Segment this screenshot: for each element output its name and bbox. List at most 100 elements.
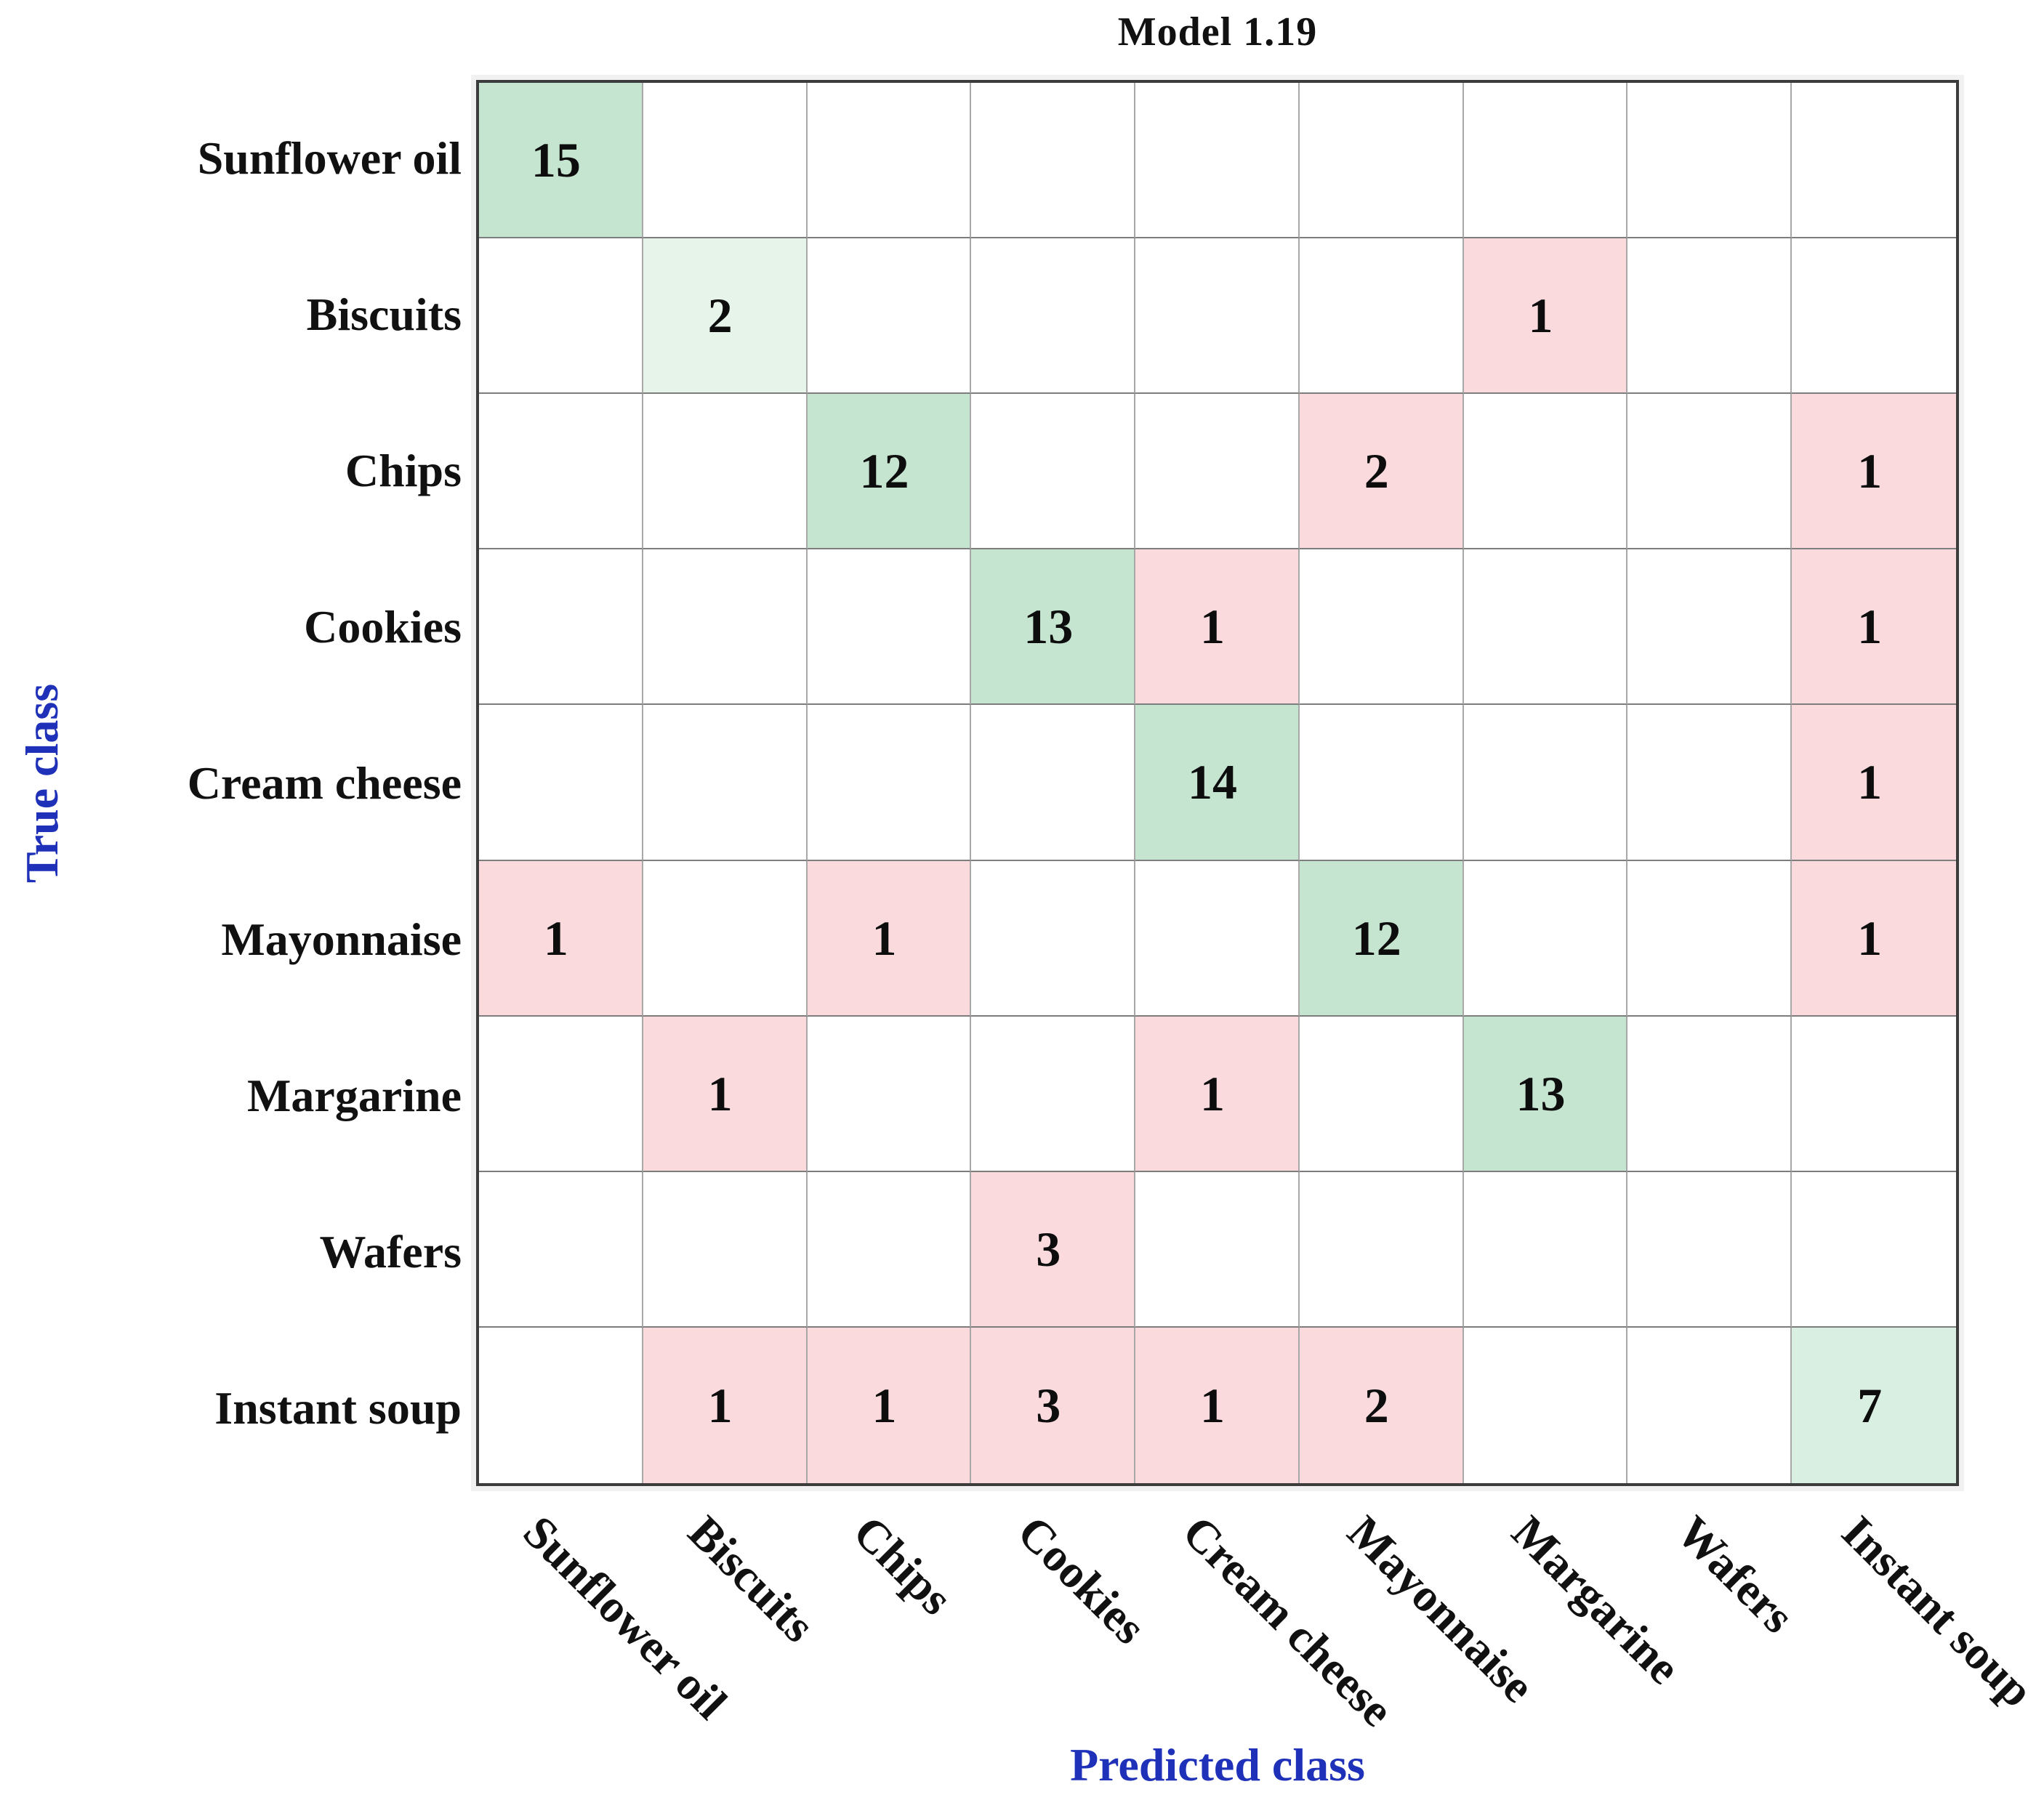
matrix-cell [643,394,808,550]
matrix-cell [479,549,643,706]
matrix-cell [1299,549,1464,706]
matrix-cell [1792,1171,1956,1328]
matrix-cell [1463,549,1628,706]
cell-count: 1 [1857,910,1883,966]
matrix-cell: 12 [807,394,972,550]
matrix-cell [643,860,808,1017]
matrix-cell [807,83,972,239]
cell-count: 2 [1364,443,1389,499]
matrix-cell [479,1016,643,1172]
matrix-cell: 2 [1299,394,1464,550]
matrix-cell [643,83,808,239]
matrix-cell: 2 [643,238,808,395]
cell-count: 13 [1516,1065,1566,1121]
x-tick-label: Cookies [1007,1506,1156,1654]
matrix-cell [807,1016,972,1172]
matrix-cell: 1 [643,1327,808,1483]
y-tick-label: Chips [345,444,462,496]
cell-count: 13 [1023,599,1074,655]
matrix-cell [479,1327,643,1483]
y-tick-label: Cookies [304,600,462,653]
y-tick-label: Sunflower oil [197,132,462,184]
y-tick-label: Margarine [247,1069,462,1121]
matrix-cell [1463,83,1628,239]
matrix-cell [1627,860,1792,1017]
cell-count: 1 [707,1065,733,1121]
matrix-cell [1627,1171,1792,1328]
cell-count: 2 [707,288,733,344]
matrix-cell: 3 [971,1171,1136,1328]
y-tick-label: Biscuits [306,288,462,340]
matrix-cell [1463,1171,1628,1328]
matrix-cell [1135,860,1300,1017]
matrix-cell [1299,1016,1464,1172]
cell-count: 1 [1199,599,1225,655]
matrix-cell [971,705,1136,861]
x-tick-label: Wafers [1667,1506,1805,1643]
matrix-cell [807,549,972,706]
matrix-cell [971,1016,1136,1172]
cell-count: 1 [1857,754,1883,810]
matrix-cell [1627,705,1792,861]
x-axis-title: Predicted class [1070,1739,1365,1791]
matrix-cell: 1 [1792,394,1956,550]
y-axis-title: True class [16,683,68,884]
matrix-cell: 1 [1792,705,1956,861]
matrix-cell [1627,394,1792,550]
matrix-cell [643,1171,808,1328]
matrix-cell: 1 [807,860,972,1017]
matrix-cell: 1 [1792,860,1956,1017]
cell-count: 1 [872,1377,897,1433]
matrix-cell [807,705,972,861]
matrix-cell [479,394,643,550]
confusion-matrix-grid: 15 2 1 12 2 1 13 1 1 14 1 1 1 12 1 1 1 13 3 1 1 3 1 2 7 [476,80,1959,1486]
matrix-cell [1792,83,1956,239]
cell-count: 1 [1857,443,1883,499]
cell-count: 12 [1351,910,1401,966]
cell-count: 1 [1857,599,1883,655]
matrix-cell: 1 [807,1327,972,1483]
matrix-cell [1299,238,1464,395]
matrix-cell [807,238,972,395]
matrix-cell: 1 [1135,549,1300,706]
matrix-cell: 7 [1792,1327,1956,1483]
matrix-cell: 15 [479,83,643,239]
matrix-cell [1463,1327,1628,1483]
matrix-cell [971,394,1136,550]
matrix-cell [1627,83,1792,239]
matrix-cell [1299,1171,1464,1328]
matrix-cell: 1 [643,1016,808,1172]
matrix-cell [479,238,643,395]
cell-count: 3 [1036,1377,1061,1433]
y-tick-label: Instant soup [214,1381,462,1434]
y-tick-label: Cream cheese [187,756,462,809]
matrix-cell: 1 [479,860,643,1017]
matrix-cell: 1 [1463,238,1628,395]
cell-count: 2 [1364,1377,1389,1433]
chart-title: Model 1.19 [1117,9,1318,55]
matrix-cell [971,83,1136,239]
x-tick-label: Biscuits [678,1506,825,1652]
matrix-cell [479,705,643,861]
matrix-cell [1135,238,1300,395]
matrix-cell: 1 [1135,1016,1300,1172]
matrix-cell [643,549,808,706]
cell-count: 1 [1528,288,1553,344]
matrix-cell [479,1171,643,1328]
x-tick-label: Chips [843,1506,962,1625]
matrix-cell: 1 [1135,1327,1300,1483]
matrix-cell [1135,83,1300,239]
x-tick-label: Instant soup [1832,1506,2043,1717]
matrix-cell: 3 [971,1327,1136,1483]
matrix-cell: 13 [1463,1016,1628,1172]
matrix-cell [643,705,808,861]
cell-count: 3 [1036,1221,1061,1277]
y-tick-label: Wafers [319,1225,462,1278]
cell-count: 1 [707,1377,733,1433]
matrix-cell [1792,238,1956,395]
matrix-cell: 12 [1299,860,1464,1017]
matrix-cell [971,860,1136,1017]
cell-count: 14 [1187,754,1237,810]
cell-count: 1 [1199,1377,1225,1433]
matrix-cell [1627,1016,1792,1172]
